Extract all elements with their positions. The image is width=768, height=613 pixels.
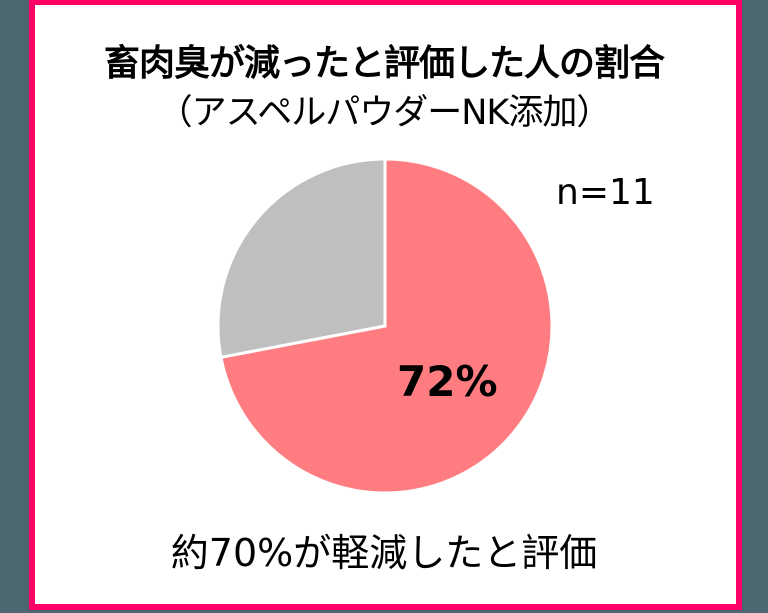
sample-size-label: n=11 xyxy=(556,172,655,213)
chart-caption: 約70%が軽減したと評価 xyxy=(170,531,598,575)
slice-data-label: 72% xyxy=(397,357,498,406)
pie-slice-other xyxy=(216,157,387,360)
chart-title: 畜肉臭が減ったと評価した人の割合 xyxy=(103,43,665,84)
chart-subtitle: （アスペルパウダーNK添加） xyxy=(157,93,612,133)
